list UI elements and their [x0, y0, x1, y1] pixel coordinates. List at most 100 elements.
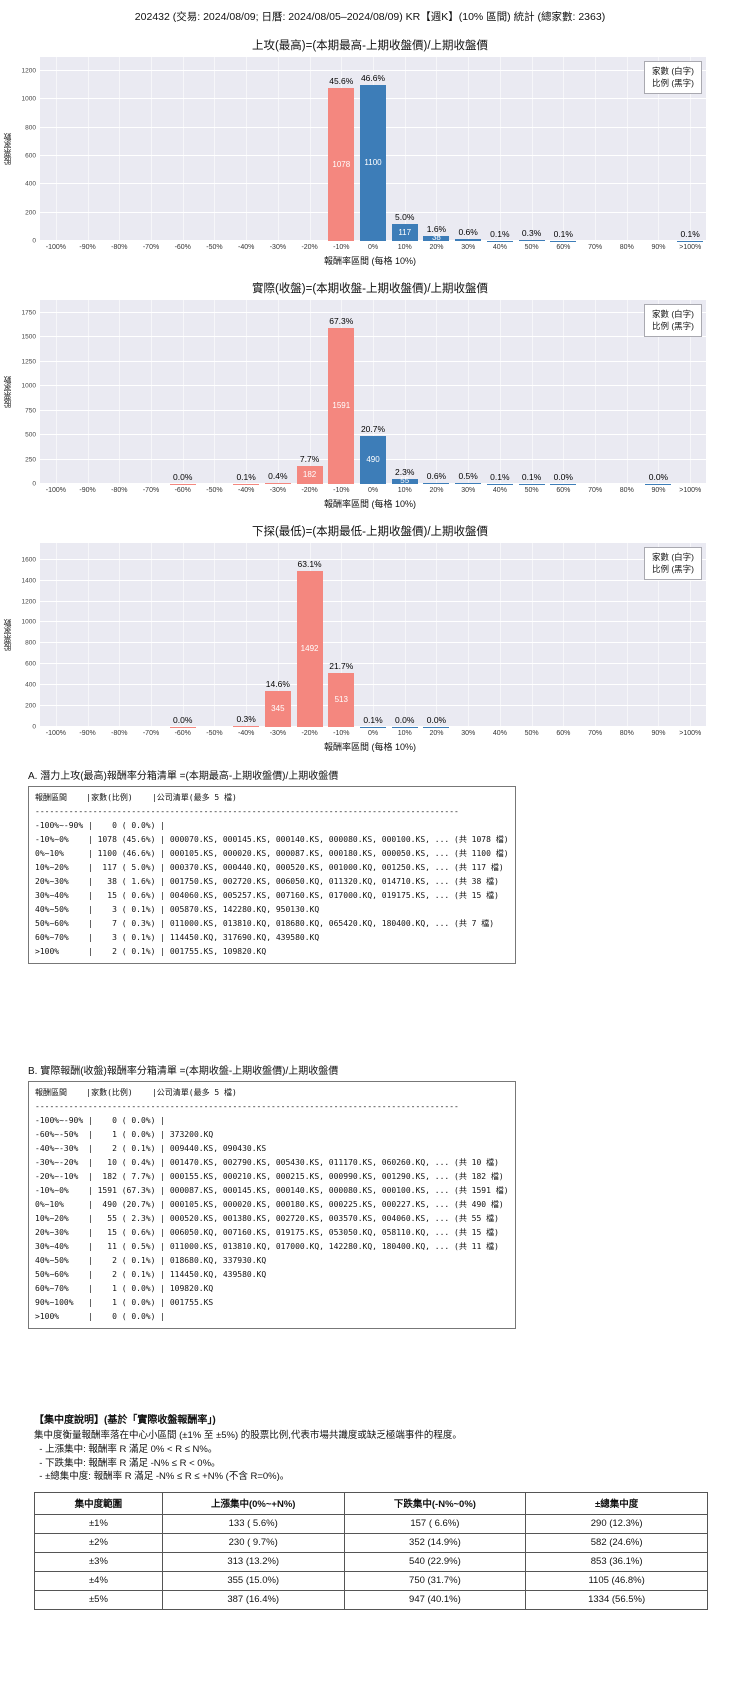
y-tick-label: 1200 — [21, 598, 36, 606]
col-header-total: ±總集中度 — [525, 1491, 708, 1515]
x-tick-label: -70% — [142, 487, 160, 494]
bar-pct-label: 2.3% — [395, 466, 415, 477]
v-gridline — [119, 300, 121, 484]
y-tick-label: 600 — [25, 152, 36, 160]
bar-count-label: 55 — [400, 476, 410, 486]
bar-pct-label: 0.1% — [680, 228, 700, 239]
y-tick-label: 1400 — [21, 577, 36, 585]
x-tick-label: >100% — [679, 244, 702, 251]
v-gridline — [499, 57, 501, 241]
v-gridline — [690, 300, 692, 484]
table-cell: 230 ( 9.7%) — [161, 1532, 345, 1553]
table-cell: 133 ( 5.6%) — [161, 1513, 345, 1534]
plot-wrap: 股票家數 0 200 400 600 800 1000 1200 家數 (白字) 比例 (黑… — [3, 57, 706, 245]
v-gridline — [55, 300, 57, 484]
legend-count-entry: 家數 (白字) — [651, 66, 694, 76]
v-gridline — [563, 300, 565, 484]
text-line: 60%~70% | 1 ( 0.0%) | 109820.KQ — [35, 1284, 214, 1293]
legend-pct-entry: 比例 (黑字) — [651, 564, 694, 575]
bar-pct-label: 0.6% — [458, 226, 478, 237]
table-cell: ±3% — [34, 1551, 163, 1572]
text-line: -20%~-10% | 182 ( 7.7%) | 000155.KS, 000… — [35, 1172, 504, 1181]
y-tick-label: 200 — [25, 209, 36, 217]
v-gridline — [246, 300, 248, 484]
bar-pct-label: 0.6% — [426, 470, 447, 481]
bar-20% — [423, 482, 450, 484]
bar-count-label: 38 — [431, 233, 441, 243]
x-tick-label: -10% — [333, 487, 350, 494]
bar-pct-label: 0.1% — [236, 471, 256, 482]
x-tick-label: -30% — [269, 730, 287, 737]
text-line: - 下跌集中: 報酬率 R 滿足 -N% ≤ R < 0%。 — [34, 1457, 221, 1469]
bar-pct-label: 0.0% — [648, 471, 669, 482]
bar-pct-label: 0.3% — [521, 228, 542, 239]
text-line: 0%~10% | 1100 (46.6%) | 000105.KS, 00002… — [35, 849, 509, 858]
v-gridline — [151, 543, 152, 727]
text-line: >100% | 0 ( 0.0%) | — [35, 1312, 166, 1321]
x-tick-label: -40% — [238, 244, 255, 251]
v-gridline — [499, 543, 501, 727]
bar-pct-label: 46.6% — [360, 73, 386, 84]
y-tick-label: 250 — [25, 456, 36, 464]
x-tick-label: -50% — [206, 487, 223, 494]
x-tick-label: 0% — [367, 244, 379, 251]
concentration-description: 集中度衡量報酬率落在中心小區間 (±1% 至 ±5%) 的股票比例,代表市場共識… — [34, 1430, 462, 1441]
y-tick-label: 750 — [25, 407, 36, 415]
table-cell: 290 (12.3%) — [525, 1513, 708, 1534]
v-gridline — [436, 543, 438, 727]
bar-pct-label: 1.6% — [426, 223, 447, 234]
section-a: A. 潛力上攻(最高)報酬率分箱清單 =(本期最高-上期收盤價)/上期收盤價 報… — [28, 767, 516, 964]
x-tick-label: -90% — [79, 244, 96, 251]
concentration-heading: 【集中度說明】(基於「實際收盤報酬率」) — [34, 1415, 216, 1426]
x-tick-label: -30% — [269, 244, 287, 251]
bar-20% — [423, 235, 450, 241]
bar-pct-label: 0.0% — [553, 471, 573, 482]
bar-pct-label: 67.3% — [329, 316, 354, 327]
x-tick-label: 70% — [588, 487, 603, 494]
table-cell: 157 ( 6.6%) — [343, 1513, 527, 1534]
text-line: 90%~100% | 1 ( 0.0%) | 001755.KS — [35, 1298, 214, 1307]
bar-pct-label: 20.7% — [360, 424, 386, 435]
x-tick-label: 80% — [619, 730, 634, 737]
section-a-list-box: 報酬區間 |家數(比例) |公司清單(最多 5 檔) --------------… — [28, 786, 516, 964]
x-tick-label: -60% — [174, 730, 191, 737]
concentration-table-body: ±1% 133 ( 5.6%) 157 ( 6.6%) 290 (12.3%) ±2% 2… — [34, 1513, 708, 1610]
table-cell: 540 (22.9%) — [343, 1551, 527, 1572]
text-line: - ±總集中度: 報酬率 R 滿足 -N% ≤ R ≤ +N% (不含 R=0%… — [34, 1471, 290, 1482]
x-tick-label: 20% — [429, 487, 444, 494]
x-tick-label: -50% — [206, 244, 223, 251]
bar-count-label: 513 — [334, 695, 348, 705]
text-line: 40%~50% | 2 ( 0.1%) | 018680.KQ, 337930.… — [35, 1256, 267, 1265]
y-tick-label: 200 — [25, 702, 36, 710]
v-gridline — [246, 543, 248, 727]
concentration-section: 【集中度說明】(基於「實際收盤報酬率」) 集中度衡量報酬率落在中心小區間 (±1… — [34, 1413, 708, 1610]
x-tick-label: 70% — [588, 730, 603, 737]
text-line: 50%~60% | 2 ( 0.1%) | 114450.KQ, 439580.… — [35, 1270, 267, 1279]
section-a-heading: A. 潛力上攻(最高)報酬率分箱清單 =(本期最高-上期收盤價)/上期收盤價 — [28, 771, 339, 782]
v-gridline — [277, 57, 279, 241]
x-tick-label: -30% — [269, 487, 287, 494]
plot-wrap: 股票家數 0 200 400 600 800 1000 1200 1400 1600 家數 (白… — [3, 543, 706, 731]
v-gridline — [690, 57, 692, 241]
text-line: -100%~-90% | 0 ( 0.0%) | — [35, 1116, 166, 1125]
bar-pct-label: 0.0% — [173, 714, 193, 725]
x-tick-label: -40% — [238, 487, 255, 494]
plot-wrap: 股票家數 0 250 500 750 1000 1250 1500 1750 家數 (白字) … — [3, 300, 706, 488]
bar-count-label: 1078 — [332, 159, 351, 169]
x-tick-label: -20% — [301, 730, 318, 737]
x-tick-label: 30% — [461, 487, 476, 494]
x-tick-label: 0% — [367, 487, 379, 494]
x-tick-label: 30% — [461, 244, 476, 251]
table-cell: ±5% — [34, 1589, 163, 1610]
bar-50% — [518, 240, 545, 241]
text-line: 報酬區間 |家數(比例) |公司清單(最多 5 檔) — [35, 1088, 237, 1097]
text-line: -10%~0% | 1078 (45.6%) | 000070.KS, 0001… — [35, 835, 509, 844]
legend-count-entry: 家數 (白字) — [651, 552, 694, 562]
v-gridline — [277, 543, 279, 727]
x-tick-label: -70% — [142, 244, 160, 251]
text-line: 報酬區間 |家數(比例) |公司清單(最多 5 檔) — [35, 793, 237, 802]
x-tick-label: 30% — [461, 730, 476, 737]
bar-0% — [359, 85, 386, 241]
bar-count-label: 1100 — [364, 158, 382, 168]
bar-pct-label: 45.6% — [329, 76, 354, 87]
